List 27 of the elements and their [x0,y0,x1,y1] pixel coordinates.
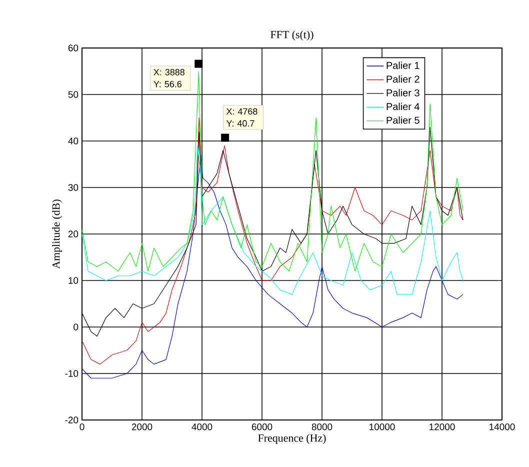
y-axis-title: Amplitude (dB) [52,200,62,269]
legend-label: Palier 5 [386,116,420,124]
y-tick-label: 50 [68,91,78,98]
x-tick-label: 4000 [192,424,212,430]
x-tick-label: 12000 [430,424,455,430]
x-axis-title: Frequence (Hz) [258,434,326,444]
annotation: X: 4768 Y: 40.7 [226,108,258,127]
legend-label: Palier 1 [386,62,420,69]
x-tick-label: 0 [80,424,84,430]
y-tick-label: 60 [68,44,78,52]
y-tick-label: 0 [74,324,78,330]
x-tick-label: 6000 [252,424,272,430]
y-tick-label: -20 [65,416,78,424]
legend-label: Palier 3 [386,89,420,96]
chart-title: FFT (s(t)) [270,30,314,40]
x-tick-label: 14000 [490,424,515,430]
legend-label: Palier 2 [386,75,420,83]
y-tick-label: 10 [68,277,78,284]
x-tick-label: 10000 [370,424,395,430]
y-tick-label: -10 [65,370,78,377]
y-tick-label: 30 [68,184,78,191]
annotation: X: 3888 Y: 56.6 [154,68,184,88]
legend-label: Palier 4 [386,102,420,110]
y-tick-label: 40 [68,138,78,144]
x-tick-label: 8000 [312,424,332,430]
y-tick-label: 20 [68,230,78,238]
x-tick-label: 2000 [132,424,152,430]
